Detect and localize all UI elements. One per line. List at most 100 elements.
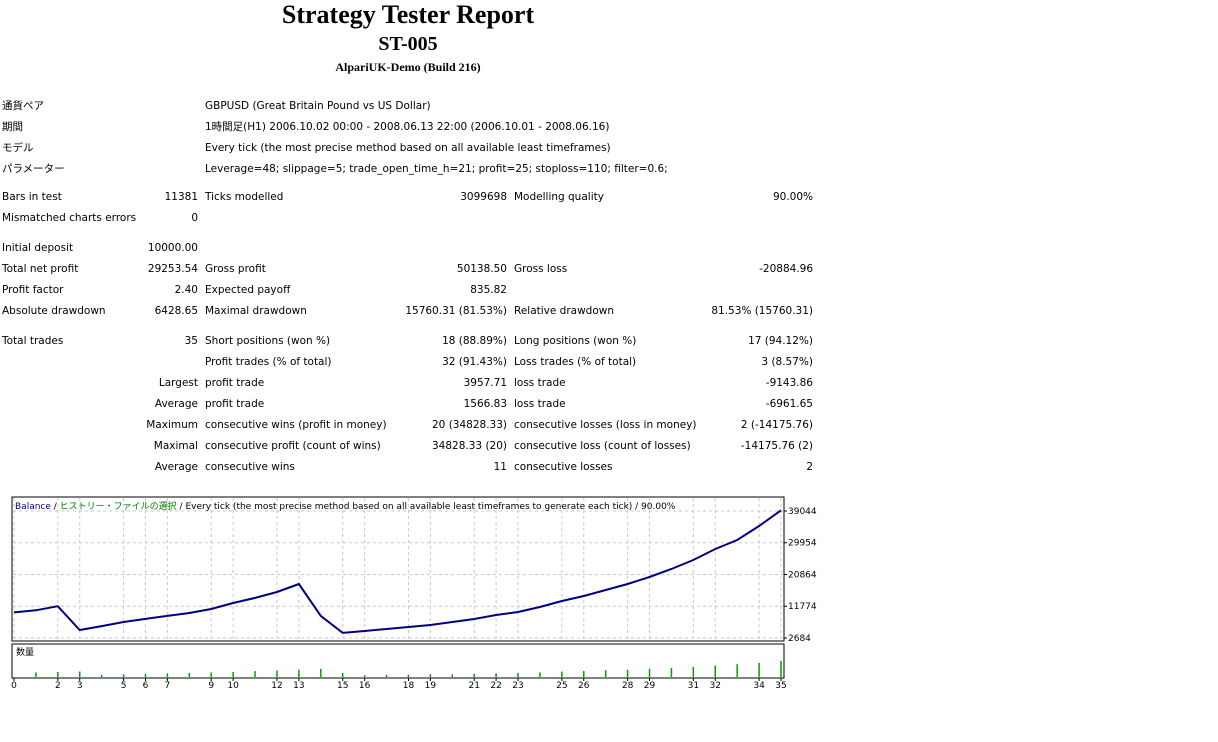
stat-label: consecutive wins (profit in money) — [205, 419, 387, 431]
balance-line — [13, 509, 782, 634]
x-tick-label: 22 — [490, 681, 501, 691]
stat-value: 90.00% — [772, 191, 813, 203]
stat-value: 3957.71 — [463, 377, 507, 389]
legend-item: ヒストリー・ファイルの選択 — [60, 500, 177, 512]
stat-value: Largest — [158, 377, 198, 389]
legend: Balance / ヒストリー・ファイルの選択 / Every tick (th… — [15, 500, 676, 512]
stat-label: Absolute drawdown — [2, 305, 106, 317]
stat-label: Initial deposit — [2, 242, 74, 254]
x-tick-label: 10 — [227, 681, 239, 691]
x-tick-label: 15 — [337, 681, 348, 691]
stat-value: 2 (-14175.76) — [740, 419, 813, 431]
x-tick-label: 5 — [121, 681, 127, 691]
x-tick-label: 25 — [556, 681, 567, 691]
stat-label: Total net profit — [2, 263, 79, 275]
stat-label: consecutive losses — [514, 461, 613, 473]
y-tick-label: 29954 — [788, 539, 817, 549]
x-tick-label: 18 — [403, 681, 415, 691]
legend-item: Balance — [15, 502, 51, 512]
x-tick-label: 13 — [293, 681, 304, 691]
x-tick-label: 31 — [688, 681, 699, 691]
stat-label: Maximal drawdown — [205, 305, 307, 317]
stat-value: 15760.31 (81.53%) — [405, 305, 507, 317]
stat-value: 3 (8.57%) — [761, 356, 813, 368]
stat-value: -20884.96 — [759, 263, 813, 275]
stat-value: 32 (91.43%) — [442, 356, 507, 368]
stat-label: loss trade — [514, 377, 566, 389]
setting-label: パラメーター — [2, 163, 65, 175]
x-tick-label: 2 — [55, 681, 61, 691]
x-tick-label: 6 — [143, 681, 149, 691]
report-subtitle: ST-005 — [378, 33, 438, 55]
stat-value: 35 — [184, 335, 198, 347]
x-tick-label: 34 — [753, 681, 765, 691]
stat-value: Average — [154, 398, 198, 410]
stat-value: 20 (34828.33) — [432, 419, 507, 431]
stat-label: Gross loss — [514, 263, 568, 275]
stat-value: 0 — [191, 212, 198, 224]
stat-label: Modelling quality — [514, 191, 604, 203]
volume-label: 数量 — [16, 646, 34, 658]
stat-value: Maximum — [146, 419, 198, 431]
setting-value: Leverage=48; slippage=5; trade_open_time… — [205, 163, 668, 175]
setting-label: 期間 — [2, 121, 23, 133]
stat-value: 17 (94.12%) — [748, 335, 813, 347]
stat-label: Total trades — [2, 335, 64, 347]
y-tick-label: 11774 — [788, 602, 817, 612]
stat-value: Maximal — [153, 440, 198, 452]
stat-value: 10000.00 — [147, 242, 198, 254]
legend-item: / — [51, 502, 60, 512]
setting-label: 通貨ペア — [2, 100, 44, 112]
stat-value: 6428.65 — [154, 305, 198, 317]
stat-value: 2 — [806, 461, 813, 473]
stat-label: Expected payoff — [205, 284, 291, 296]
volume-frame — [11, 643, 785, 679]
stat-value: -9143.86 — [765, 377, 813, 389]
x-tick-label: 23 — [512, 681, 523, 691]
stat-label: loss trade — [514, 398, 566, 410]
stat-value: 1566.83 — [463, 398, 507, 410]
stat-value: 18 (88.89%) — [442, 335, 507, 347]
stat-label: Profit trades (% of total) — [205, 356, 332, 368]
stat-label: Loss trades (% of total) — [514, 356, 637, 368]
stat-label: consecutive profit (count of wins) — [205, 440, 381, 452]
stat-label: consecutive losses (loss in money) — [514, 419, 697, 431]
x-tick-label: 21 — [468, 681, 479, 691]
stat-label: profit trade — [205, 398, 265, 410]
stat-value: 50138.50 — [456, 263, 507, 275]
stat-value: 34828.33 (20) — [432, 440, 507, 452]
x-tick-label: 32 — [710, 681, 721, 691]
stat-label: consecutive loss (count of losses) — [514, 440, 691, 452]
setting-value: 1時間足(H1) 2006.10.02 00:00 - 2008.06.13 2… — [205, 121, 610, 133]
x-tick-label: 9 — [208, 681, 214, 691]
stat-value: 81.53% (15760.31) — [711, 305, 813, 317]
plot-frame — [11, 496, 785, 642]
stat-value: 835.82 — [470, 284, 507, 296]
x-tick-label: 19 — [425, 681, 437, 691]
stat-value: 11381 — [164, 191, 198, 203]
x-tick-label: 35 — [775, 681, 786, 691]
stat-label: profit trade — [205, 377, 265, 389]
stat-value: Average — [154, 461, 198, 473]
setting-value: GBPUSD (Great Britain Pound vs US Dollar… — [205, 100, 431, 112]
stat-label: Ticks modelled — [205, 191, 284, 203]
setting-label: モデル — [2, 142, 34, 154]
x-tick-label: 12 — [271, 681, 282, 691]
y-tick-label: 20864 — [788, 570, 817, 580]
x-tick-label: 3 — [77, 681, 83, 691]
stat-value: 29253.54 — [147, 263, 198, 275]
stat-value: 11 — [493, 461, 507, 473]
stat-label: Relative drawdown — [514, 305, 615, 317]
stat-value: 2.40 — [174, 284, 198, 296]
stat-label: Gross profit — [205, 263, 266, 275]
server-name: AlpariUK-Demo (Build 216) — [335, 60, 481, 74]
stat-label: Bars in test — [2, 191, 62, 203]
x-tick-label: 29 — [644, 681, 656, 691]
x-tick-label: 7 — [165, 681, 171, 691]
stat-label: consecutive wins — [205, 461, 295, 473]
stat-value: 3099698 — [460, 191, 507, 203]
setting-value: Every tick (the most precise method base… — [205, 142, 611, 154]
stat-label: Short positions (won %) — [205, 335, 331, 347]
report-title: Strategy Tester Report — [281, 0, 535, 29]
